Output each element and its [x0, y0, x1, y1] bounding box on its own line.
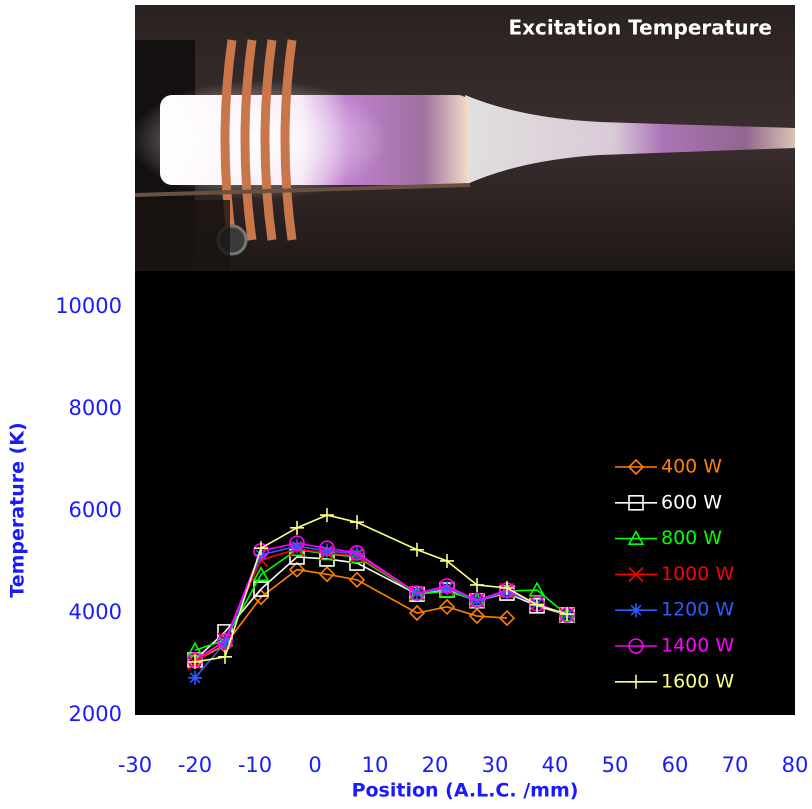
- marker: [288, 561, 306, 578]
- marker: [498, 609, 516, 627]
- plot: 2000 4000 6000 8000 10000 -30 -20 -10 0 10 20 30 40 5…: [55, 294, 808, 777]
- marker: [530, 597, 544, 612]
- x-tick-label: 40: [542, 753, 569, 777]
- x-tick-label: 60: [662, 753, 689, 777]
- x-tick-label: -30: [118, 753, 152, 777]
- marker: [218, 636, 232, 651]
- legend-label: 1600 W: [661, 670, 734, 692]
- y-tick-label: 8000: [69, 396, 122, 420]
- marker: [528, 581, 546, 597]
- marker: [320, 508, 334, 523]
- marker: [188, 654, 202, 669]
- marker: [408, 604, 426, 622]
- marker: [438, 582, 456, 598]
- legend-label: 1200 W: [661, 599, 734, 621]
- x-tick-label: 10: [362, 753, 389, 777]
- marker: [409, 585, 425, 601]
- legend-label: 1400 W: [661, 635, 734, 657]
- marker: [290, 520, 304, 535]
- marker: [350, 515, 364, 530]
- legend-marker: [628, 566, 644, 582]
- photo: Excitation Temperature: [130, 5, 795, 271]
- legend-item: 1000 W: [615, 563, 734, 585]
- legend-marker: [629, 603, 643, 618]
- legend-marker: [628, 638, 644, 654]
- marker: [439, 578, 455, 594]
- legend-label: 400 W: [661, 456, 722, 478]
- x-tick-label: 70: [722, 753, 749, 777]
- marker: [320, 543, 334, 558]
- marker: [440, 581, 454, 596]
- marker: [188, 670, 202, 685]
- marker: [348, 571, 366, 588]
- marker: [440, 553, 454, 568]
- y-tick-label: 6000: [69, 498, 122, 522]
- legend-label: 800 W: [661, 527, 722, 549]
- x-axis-label: Position (A.L.C. /mm): [352, 780, 579, 802]
- y-tick-label: 4000: [69, 600, 122, 624]
- marker: [438, 598, 456, 616]
- marker: [289, 535, 305, 551]
- legend-item: 1200 W: [615, 599, 734, 621]
- marker: [470, 577, 484, 592]
- photo-title: Excitation Temperature: [508, 16, 772, 40]
- legend-item: 400 W: [615, 456, 722, 478]
- series-line: [194, 514, 568, 663]
- x-tick-label: -20: [178, 753, 212, 777]
- marker: [410, 542, 424, 557]
- x-tick-label: 30: [482, 753, 509, 777]
- marker: [253, 581, 269, 597]
- marker: [349, 545, 365, 561]
- plot-background: [135, 271, 795, 715]
- marker: [318, 566, 336, 583]
- legend-marker: [627, 529, 645, 545]
- x-tick-label: -10: [238, 753, 272, 777]
- x-tick-label: 20: [422, 753, 449, 777]
- marker: [254, 541, 268, 556]
- legend-marker: [627, 458, 645, 476]
- series-line: [194, 568, 508, 662]
- x-tick-label: 50: [602, 753, 629, 777]
- marker: [290, 539, 304, 554]
- legend-item: 800 W: [615, 527, 722, 549]
- y-tick-label: 2000: [69, 702, 122, 726]
- marker: [218, 649, 232, 664]
- y-tick-label: 10000: [55, 294, 122, 318]
- y-axis-label: Temperature (K): [7, 422, 29, 597]
- marker: [252, 566, 270, 582]
- marker: [217, 633, 233, 649]
- legend-item: 600 W: [615, 491, 722, 513]
- marker: [319, 540, 335, 557]
- marker: [350, 546, 364, 561]
- legend-label: 1000 W: [661, 563, 734, 585]
- marker: [469, 592, 485, 609]
- legend-marker: [628, 495, 644, 511]
- x-tick-label: 80: [782, 753, 809, 777]
- legend-label: 600 W: [661, 491, 722, 513]
- legend-item: 1600 W: [615, 670, 734, 692]
- marker: [529, 598, 545, 614]
- marker: [468, 607, 486, 625]
- marker: [560, 607, 574, 622]
- legend-marker: [629, 674, 643, 689]
- legend-item: 1400 W: [615, 635, 734, 657]
- x-tick-label: 0: [308, 753, 321, 777]
- marker: [500, 581, 514, 596]
